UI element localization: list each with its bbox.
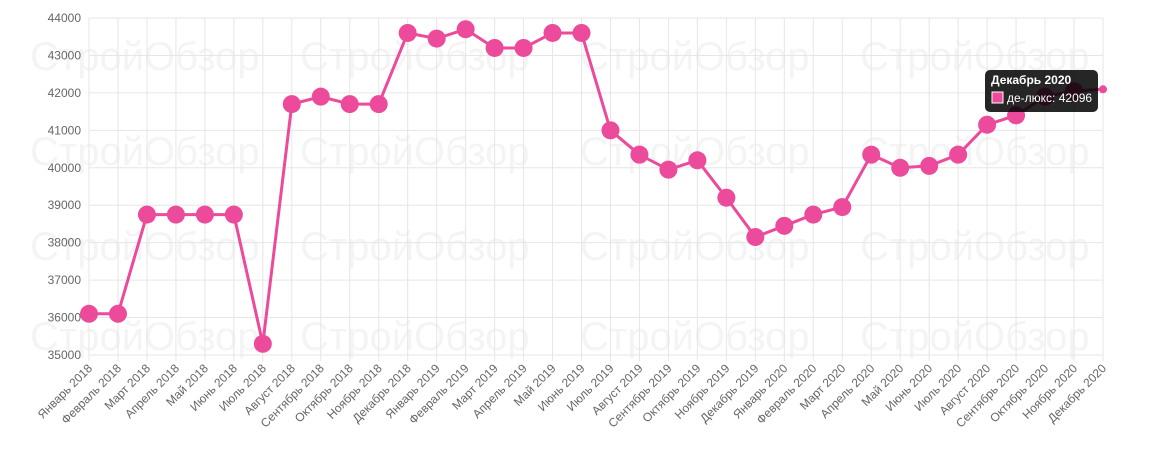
point [398, 23, 417, 42]
point [717, 188, 736, 207]
point [108, 304, 127, 323]
point [746, 228, 765, 247]
point [456, 20, 475, 39]
point [514, 38, 533, 57]
watermark: СтройОбзор [300, 315, 530, 359]
watermark: СтройОбзор [300, 130, 530, 174]
point [804, 205, 823, 224]
point [920, 156, 939, 175]
y-tick-label: 40000 [48, 161, 82, 175]
tooltip-title: Декабрь 2020 [991, 73, 1072, 87]
point [195, 205, 214, 224]
y-tick-label: 37000 [48, 273, 82, 287]
point [166, 205, 185, 224]
y-tick-label: 35000 [48, 348, 82, 362]
point [891, 158, 910, 177]
y-tick-label: 44000 [48, 11, 82, 25]
point [340, 95, 359, 114]
point [369, 95, 388, 114]
watermark: СтройОбзор [30, 130, 260, 174]
point [282, 95, 301, 114]
y-tick-label: 36000 [48, 311, 82, 325]
watermark: СтройОбзор [860, 315, 1090, 359]
watermark: СтройОбзор [580, 225, 810, 269]
point [253, 334, 272, 353]
point [775, 216, 794, 235]
point [80, 304, 98, 323]
point [601, 121, 620, 140]
point [137, 205, 156, 224]
y-tick-label: 43000 [48, 48, 82, 62]
point [978, 115, 997, 134]
tooltip-box [985, 70, 1098, 112]
watermark: СтройОбзор [300, 225, 530, 269]
watermark: СтройОбзор [30, 315, 260, 359]
point [949, 145, 968, 164]
y-tick-label: 42000 [48, 86, 82, 100]
watermark: СтройОбзор [580, 35, 810, 79]
watermark: СтройОбзор [30, 225, 260, 269]
point [485, 38, 504, 57]
tooltip: Декабрь 2020 де-люкс: 42096 [985, 70, 1098, 112]
watermark: СтройОбзор [30, 35, 260, 79]
point [311, 87, 330, 106]
point [862, 145, 881, 164]
watermark: СтройОбзор [860, 225, 1090, 269]
point [833, 198, 852, 217]
point [427, 29, 446, 48]
point [688, 151, 707, 170]
point [1099, 85, 1107, 94]
point [224, 205, 243, 224]
tooltip-swatch [991, 91, 1004, 104]
watermark: СтройОбзор [580, 315, 810, 359]
y-tick-label: 38000 [48, 236, 82, 250]
point [572, 23, 591, 42]
point [659, 160, 678, 179]
point [543, 23, 562, 42]
y-tick-label: 41000 [48, 123, 82, 137]
point [630, 145, 649, 164]
y-tick-label: 39000 [48, 198, 82, 212]
tooltip-text: де-люкс: 42096 [1007, 91, 1092, 105]
